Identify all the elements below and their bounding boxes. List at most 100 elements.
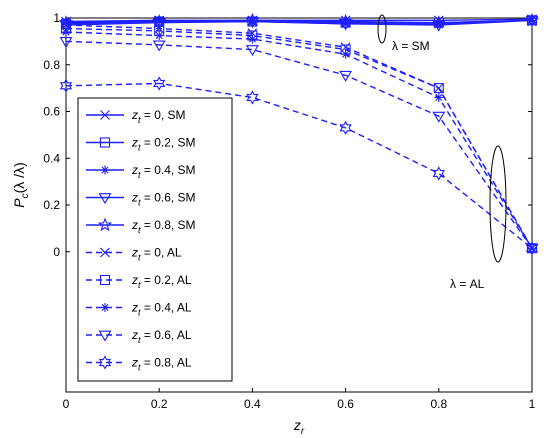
y-tick-label: 0.2	[43, 198, 60, 212]
al-ellipse	[489, 145, 507, 263]
legend-entry: zt = 0.6, SM	[86, 191, 196, 208]
legend-label-prefix: z	[131, 328, 138, 342]
legend-marker	[100, 110, 110, 120]
data-point	[245, 12, 260, 27]
data-point	[339, 70, 353, 82]
marker-stroke	[62, 28, 70, 36]
legend-marker	[98, 330, 112, 342]
data-point	[433, 83, 444, 94]
series-line	[65, 19, 533, 26]
legend-marker	[100, 165, 110, 175]
series-line	[65, 27, 533, 249]
annotations: λ = SM λ = AL	[377, 14, 507, 291]
legend-entry: zt = 0.2, SM	[86, 136, 196, 153]
marker-stroke	[101, 303, 109, 312]
data-point	[339, 120, 352, 135]
legend-label-value: = 0.8, SM	[141, 218, 196, 232]
data-point	[152, 14, 167, 28]
marker-stroke	[155, 31, 163, 40]
legend-entry: zt = 0.2, AL	[86, 273, 192, 290]
marker-stroke	[154, 23, 165, 34]
legend-label-subscript: t	[138, 363, 141, 373]
legend-label-value: = 0, AL	[141, 246, 182, 260]
data-point	[338, 14, 353, 28]
legend-label-value: = 0.4, SM	[141, 163, 196, 177]
x-tick-label: 0.4	[244, 397, 261, 411]
legend-label-prefix: z	[131, 356, 138, 370]
legend-label-subscript: t	[138, 308, 141, 318]
series-line	[65, 19, 533, 24]
legend-marker	[100, 303, 110, 312]
data-point	[432, 166, 445, 181]
series-8	[59, 36, 539, 255]
legend-label: zt = 0, SM	[131, 108, 186, 125]
legend-label: zt = 0.2, AL	[131, 273, 192, 290]
legend-entry: zt = 0, AL	[86, 246, 182, 263]
legend-label-subscript: t	[138, 143, 141, 153]
legend-label-value: = 0.8, AL	[141, 356, 192, 370]
legend-label-value: = 0.4, AL	[141, 301, 192, 315]
data-point	[246, 90, 259, 105]
legend-label: zt = 0.6, AL	[131, 328, 192, 345]
legend-label: zt = 0.8, AL	[131, 356, 192, 373]
legend-label-subscript: t	[138, 225, 141, 235]
legend-entry: zt = 0.8, AL	[86, 355, 192, 373]
annotation-sm: λ = SM	[392, 39, 430, 53]
legend-label-subscript: t	[138, 253, 141, 263]
legend-entry: zt = 0, SM	[86, 108, 186, 125]
legend-entry: zt = 0.8, SM	[86, 217, 196, 235]
legend-label: zt = 0.4, SM	[131, 163, 196, 180]
marker-stroke	[248, 35, 256, 43]
legend-label-value: = 0.6, AL	[141, 328, 192, 342]
y-axis-label-subscript: c	[20, 193, 31, 198]
series-layer	[58, 12, 540, 256]
legend-label-value: = 0.2, AL	[141, 273, 192, 287]
legend-marker	[97, 217, 113, 232]
legend-entry: zt = 0.4, AL	[86, 301, 192, 318]
legend-label-value: = 0.2, SM	[141, 136, 196, 150]
series-line	[65, 40, 533, 249]
data-point	[341, 49, 351, 59]
data-point	[59, 78, 73, 93]
legend-label-subscript: t	[138, 280, 141, 290]
data-point	[525, 243, 539, 255]
legend-label-prefix: z	[131, 273, 138, 287]
legend-entry: zt = 0.4, SM	[86, 163, 196, 180]
data-point	[524, 12, 540, 27]
legend-label-prefix: z	[131, 301, 138, 315]
y-tick-label: 0.8	[43, 58, 60, 72]
y-tick-label: 0.4	[43, 151, 60, 165]
marker-stroke	[100, 110, 110, 120]
x-axis-label: zr	[293, 417, 305, 437]
marker-stroke	[340, 42, 351, 53]
legend-label: zt = 0.6, SM	[131, 191, 196, 208]
legend-label-prefix: z	[131, 218, 138, 232]
legend-entry: zt = 0.6, AL	[86, 328, 192, 345]
data-point	[152, 40, 166, 52]
legend-box	[77, 97, 233, 382]
legend-label-prefix: z	[131, 246, 138, 260]
series-9	[59, 76, 539, 256]
legend-marker	[98, 355, 112, 370]
data-point	[153, 76, 166, 91]
legend-label-subscript: t	[138, 335, 141, 345]
marker-stroke	[101, 166, 109, 174]
sm-ellipse	[377, 14, 387, 44]
data-point	[247, 34, 257, 44]
y-tick-label: 1	[53, 11, 60, 25]
y-axis-label: Pc(λ /λ)	[11, 162, 31, 207]
data-point	[434, 92, 444, 102]
data-point	[61, 27, 71, 37]
legend-label: zt = 0, AL	[131, 246, 182, 263]
x-tick-label: 0.2	[151, 397, 168, 411]
marker-stroke	[61, 20, 71, 30]
legend-label: zt = 0.4, AL	[131, 301, 192, 318]
data-point	[525, 241, 539, 256]
legend-marker	[99, 137, 111, 148]
annotation-al: λ = AL	[450, 277, 485, 291]
data-point	[245, 45, 259, 57]
legend-marker	[100, 247, 110, 258]
legend-label-prefix: z	[131, 108, 138, 122]
